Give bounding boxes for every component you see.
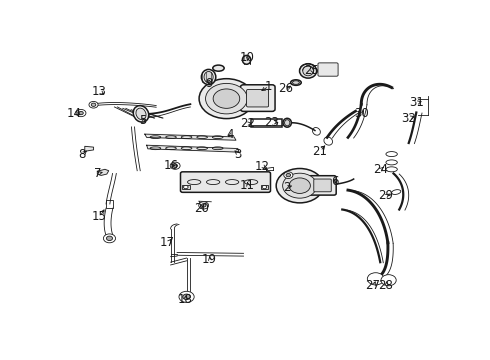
Ellipse shape	[285, 120, 290, 126]
Ellipse shape	[293, 81, 299, 84]
Text: 27: 27	[365, 279, 380, 292]
Ellipse shape	[213, 65, 224, 71]
Bar	[106, 201, 113, 208]
Text: 32: 32	[401, 112, 416, 125]
FancyBboxPatch shape	[241, 85, 275, 111]
FancyBboxPatch shape	[314, 179, 331, 192]
Circle shape	[179, 291, 194, 302]
Text: 3: 3	[234, 148, 242, 161]
Circle shape	[199, 79, 254, 118]
Text: 24: 24	[373, 163, 388, 176]
Circle shape	[286, 174, 291, 177]
Text: 4: 4	[226, 128, 234, 141]
Text: 17: 17	[160, 236, 175, 249]
Text: 23: 23	[265, 116, 279, 129]
Ellipse shape	[283, 118, 292, 127]
Circle shape	[276, 168, 323, 203]
Polygon shape	[145, 134, 236, 140]
Ellipse shape	[299, 64, 317, 78]
Text: 12: 12	[255, 160, 270, 173]
Text: 1: 1	[265, 80, 272, 93]
Text: 13: 13	[92, 85, 107, 98]
Circle shape	[183, 294, 190, 300]
Text: 21: 21	[312, 145, 327, 158]
Ellipse shape	[243, 55, 251, 64]
Circle shape	[213, 89, 240, 108]
Circle shape	[76, 109, 86, 117]
Circle shape	[103, 234, 116, 243]
Text: 7: 7	[94, 167, 101, 180]
Text: 31: 31	[409, 96, 424, 109]
Circle shape	[91, 103, 96, 107]
Text: 10: 10	[240, 50, 255, 64]
Polygon shape	[147, 145, 239, 152]
Bar	[261, 185, 268, 189]
Text: 28: 28	[378, 279, 393, 292]
Text: 20: 20	[195, 202, 209, 215]
Text: 30: 30	[354, 107, 368, 120]
Circle shape	[89, 102, 98, 108]
Text: 22: 22	[240, 117, 255, 130]
Circle shape	[106, 236, 113, 240]
Text: 16: 16	[164, 159, 179, 172]
FancyBboxPatch shape	[246, 90, 269, 107]
Circle shape	[79, 111, 83, 115]
FancyBboxPatch shape	[318, 63, 338, 76]
Text: 19: 19	[202, 253, 217, 266]
Circle shape	[284, 172, 293, 179]
Text: 6: 6	[331, 175, 339, 188]
Circle shape	[368, 273, 384, 285]
Text: 25: 25	[304, 64, 319, 77]
Text: 8: 8	[78, 148, 86, 161]
Text: 15: 15	[92, 210, 107, 223]
Circle shape	[381, 275, 396, 286]
Polygon shape	[85, 146, 94, 151]
Ellipse shape	[136, 108, 146, 120]
Circle shape	[289, 178, 310, 193]
Text: 9: 9	[206, 77, 213, 90]
Ellipse shape	[133, 105, 149, 122]
Text: 14: 14	[67, 107, 82, 120]
Circle shape	[206, 84, 247, 114]
Circle shape	[184, 185, 188, 189]
Polygon shape	[98, 169, 109, 175]
Circle shape	[173, 164, 177, 167]
Circle shape	[201, 204, 206, 207]
Text: 5: 5	[139, 114, 147, 127]
Text: 11: 11	[240, 179, 255, 192]
Text: 2: 2	[283, 181, 291, 194]
Ellipse shape	[201, 69, 216, 85]
Circle shape	[283, 173, 317, 198]
Ellipse shape	[204, 72, 213, 82]
FancyBboxPatch shape	[180, 172, 270, 192]
Ellipse shape	[303, 66, 314, 76]
Ellipse shape	[291, 80, 301, 85]
Circle shape	[170, 162, 180, 169]
Text: 18: 18	[177, 293, 192, 306]
Bar	[182, 185, 190, 189]
Circle shape	[262, 185, 267, 189]
Circle shape	[199, 202, 209, 209]
Text: 26: 26	[278, 82, 293, 95]
Bar	[251, 118, 282, 127]
FancyBboxPatch shape	[309, 176, 336, 195]
Text: 29: 29	[378, 189, 393, 202]
